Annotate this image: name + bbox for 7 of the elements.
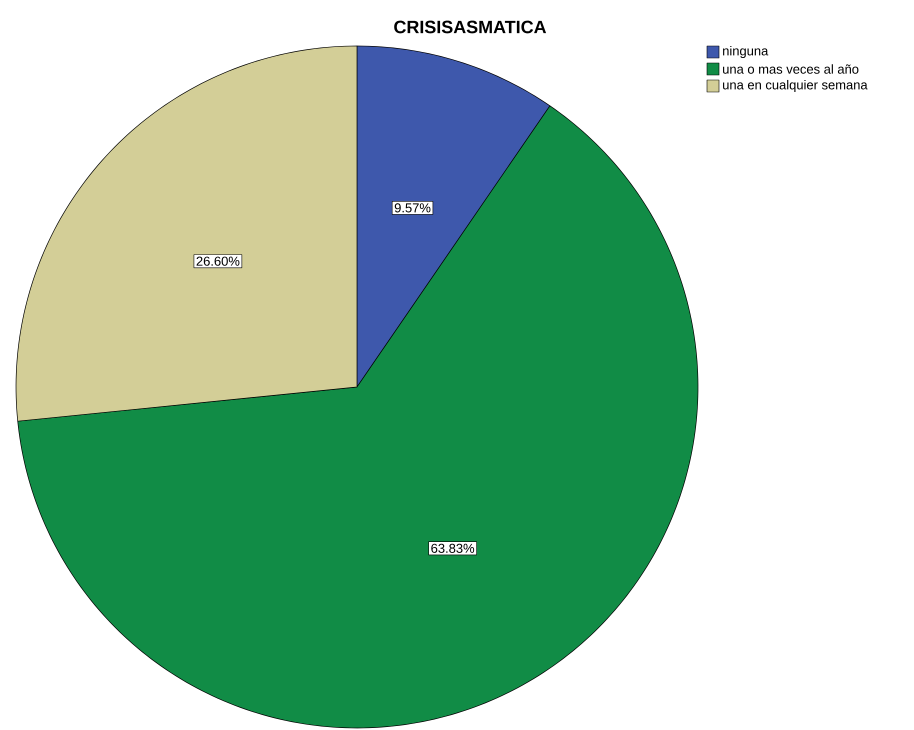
data-label: 63.83%: [431, 544, 474, 553]
chart-title: CRISISASMATICA: [394, 20, 546, 34]
legend-label: una en cualquier semana: [723, 80, 868, 92]
legend-label: una o mas veces al año: [723, 64, 858, 74]
data-label: 9.57%: [394, 203, 430, 212]
legend-label: ninguna: [723, 46, 768, 58]
data-label: 26.60%: [196, 256, 240, 266]
